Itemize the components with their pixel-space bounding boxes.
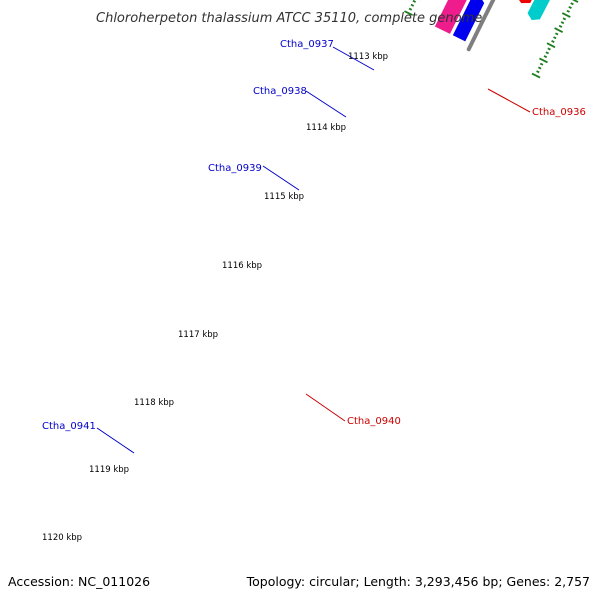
gene-label-ctha-0937[interactable]: Ctha_0937 [280,39,334,50]
kbp-label-1117: 1117 kbp [178,330,218,340]
gene-features [434,0,582,42]
tick-mark-0-3 [412,0,417,3]
tick-mark-1-16 [561,12,571,18]
gene-reverse-cyan-9[interactable] [527,0,582,21]
kbp-label-1120: 1120 kbp [42,533,82,543]
gene-reverse-red-8[interactable] [517,0,570,4]
tick-mark-1-2 [537,66,542,70]
tick-mark-1-9 [551,39,555,43]
tick-marks [404,0,579,79]
label-leaders [96,46,531,454]
tick-mark-1-20 [571,0,579,3]
tick-mark-1-11 [554,32,559,36]
tick-mark-0-1 [408,7,413,11]
label-leader-line-4 [487,88,531,113]
tick-mark-1-17 [566,9,570,13]
gene-label-ctha-0941[interactable]: Ctha_0941 [42,421,96,432]
gene-forward-blue-2[interactable] [452,0,485,42]
tick-mark-1-8 [546,42,556,49]
label-leader-line-1 [305,90,347,118]
tick-mark-1-4 [539,57,548,64]
tick-mark-1-13 [558,24,563,28]
tick-mark-1-12 [554,27,564,33]
tick-mark-0-2 [410,3,415,7]
tick-mark-1-15 [562,17,567,21]
label-leader-line-3 [96,427,135,454]
accession-text: Accession: NC_011026 [8,574,150,589]
label-leader-line-5 [305,393,346,422]
kbp-label-1119: 1119 kbp [89,465,129,475]
topology-text: Topology: circular; Length: 3,293,456 bp… [246,574,590,589]
gene-label-ctha-0938[interactable]: Ctha_0938 [253,86,307,97]
tick-mark-0-0 [404,10,413,16]
tick-mark-1-5 [543,55,548,59]
gene-label-ctha-0939[interactable]: Ctha_0939 [208,163,262,174]
kbp-label-1115: 1115 kbp [264,192,304,202]
kbp-label-1118: 1118 kbp [134,398,174,408]
label-leader-line-0 [332,46,375,71]
kbp-label-1113: 1113 kbp [348,52,388,62]
tick-mark-1-7 [547,47,551,51]
kbp-label-1116: 1116 kbp [222,261,262,271]
tick-mark-1-18 [568,6,572,10]
tick-mark-1-0 [531,72,541,79]
tick-mark-1-1 [536,70,540,74]
genome-backbone [466,0,496,52]
tick-mark-1-3 [539,62,544,66]
map-title: Chloroherpeton thalassium ATCC 35110, co… [96,11,482,26]
gene-forward-pink-0[interactable] [434,0,467,34]
kbp-label-1114: 1114 kbp [306,123,346,133]
gene-label-ctha-0936[interactable]: Ctha_0936 [532,107,586,118]
gene-label-ctha-0940[interactable]: Ctha_0940 [347,416,401,427]
tick-mark-1-19 [570,2,574,6]
label-leader-line-2 [262,165,300,191]
tick-mark-1-6 [545,51,549,55]
tick-mark-1-10 [553,36,557,40]
tick-mark-1-14 [560,21,565,25]
